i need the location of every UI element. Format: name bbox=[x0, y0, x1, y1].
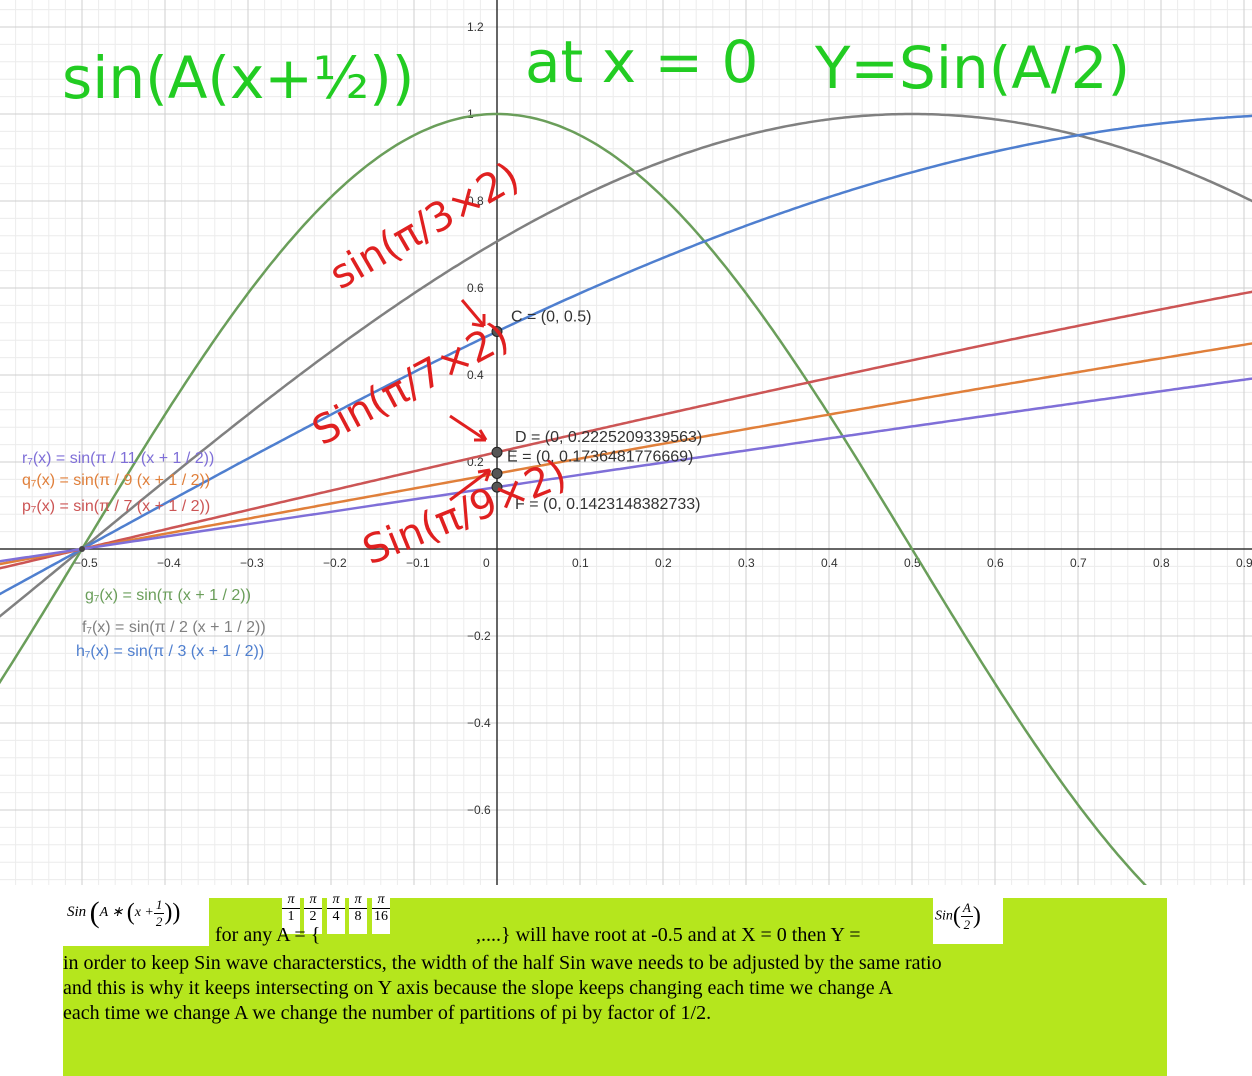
series-curve bbox=[0, 112, 1147, 885]
x-tick-label: 0.3 bbox=[738, 556, 755, 570]
note-line-4: each time we change A we change the numb… bbox=[63, 1002, 712, 1024]
point-label: E = (0, 0.1736481776669) bbox=[507, 448, 693, 465]
y-tick-label: −0.2 bbox=[467, 629, 491, 643]
x-tick-label: −0.1 bbox=[406, 556, 430, 570]
pi-denominator: 4 bbox=[332, 909, 340, 924]
explanation-note: Sin (A ∗ (x +1 2)) π 1 π 2 π 4 π 8 π 16 for any A … bbox=[63, 892, 1167, 1076]
series-curve bbox=[0, 290, 1252, 570]
minor-grid bbox=[0, 0, 1252, 885]
points: C = (0, 0.5) D = (0, 0.2225209339563) E = … bbox=[491, 309, 702, 513]
point-marker bbox=[491, 326, 503, 337]
tick-labels: −0.5 −0.4 −0.3 −0.2 −0.1 0 0.1 0.2 0.3 0.4 0.5 0.6 0… bbox=[74, 20, 1252, 817]
hand-title-right: Y=Sin(A/2) bbox=[814, 34, 1130, 102]
result-den: 2 bbox=[963, 917, 971, 932]
formula-sin-a: Sin (A ∗ (x +1 2)) bbox=[63, 892, 209, 946]
function-labels: g₇(x) = sin(π (x + 1 / 2)) f₇(x) = sin(π … bbox=[22, 450, 266, 660]
y-tick-label: −0.4 bbox=[467, 716, 491, 730]
arrow-to-e bbox=[449, 468, 492, 502]
formula-sin-label: Sin bbox=[67, 904, 87, 921]
hand-red-note-2: Sin(π/7×2) bbox=[305, 313, 516, 455]
series-label: h₇(x) = sin(π / 3 (x + 1 / 2)) bbox=[76, 643, 264, 660]
arrow-to-d bbox=[449, 414, 488, 442]
series-curve bbox=[0, 377, 1252, 563]
formula-result: Sin(A 2) bbox=[933, 898, 1003, 944]
hand-title-left: sin(A(x+½)) bbox=[62, 44, 414, 112]
x-tick-label: 0.4 bbox=[821, 556, 838, 570]
series-label: f₇(x) = sin(π / 2 (x + 1 / 2)) bbox=[82, 619, 266, 636]
result-num: A bbox=[960, 900, 973, 917]
formula-a: A ∗ bbox=[99, 905, 124, 921]
point-label: D = (0, 0.2225209339563) bbox=[515, 429, 702, 446]
pi-denominator: 16 bbox=[374, 909, 388, 924]
x-tick-label: 0 bbox=[483, 556, 490, 570]
x-tick-label: −0.3 bbox=[240, 556, 264, 570]
series-label: g₇(x) = sin(π (x + 1 / 2)) bbox=[85, 587, 251, 604]
y-tick-label: −0.6 bbox=[467, 803, 491, 817]
x-tick-label: 0.6 bbox=[987, 556, 1004, 570]
pi-numerator: π bbox=[349, 892, 367, 909]
note-line-1a: for any A = { bbox=[215, 924, 321, 946]
x-tick-label: 0.5 bbox=[904, 556, 921, 570]
note-line-2: in order to keep Sin wave characterstics… bbox=[63, 952, 942, 974]
y-tick-label: 0.8 bbox=[467, 194, 484, 208]
curves bbox=[0, 112, 1252, 885]
result-sin-label: Sin bbox=[935, 908, 953, 924]
formula-x: x + bbox=[134, 905, 154, 921]
margin-right bbox=[1167, 885, 1252, 1076]
x-tick-label: −0.4 bbox=[157, 556, 181, 570]
note-line-3: and this is why it keeps intersecting on… bbox=[63, 977, 893, 999]
red-arrows bbox=[449, 299, 492, 502]
pi-numerator: π bbox=[282, 892, 300, 909]
pi-numerator: π bbox=[327, 892, 345, 909]
y-tick-label: 1 bbox=[467, 107, 474, 121]
x-tick-label: 0.7 bbox=[1070, 556, 1087, 570]
formula-half-num: 1 bbox=[153, 896, 165, 914]
x-tick-label: −0.5 bbox=[74, 556, 98, 570]
y-tick-label: 1.2 bbox=[467, 20, 484, 34]
axes bbox=[0, 0, 1252, 885]
pi-fraction: π 16 bbox=[372, 892, 390, 934]
x-tick-label: 0.8 bbox=[1153, 556, 1170, 570]
point-label: C = (0, 0.5) bbox=[511, 309, 591, 326]
point-marker bbox=[491, 467, 503, 479]
point-label: F = (0, 0.1423148382733) bbox=[515, 496, 700, 513]
common-root-marker bbox=[79, 546, 85, 552]
series-label: p₇(x) = sin(π / 7 (x + 1 / 2)) bbox=[22, 498, 210, 515]
y-tick-label: 0.4 bbox=[467, 368, 484, 382]
point-marker bbox=[491, 481, 503, 493]
function-plot: −0.5 −0.4 −0.3 −0.2 −0.1 0 0.1 0.2 0.3 0.4 0.5 0.6 0… bbox=[0, 0, 1252, 885]
y-tick-label: 0.6 bbox=[467, 281, 484, 295]
pi-denominator: 8 bbox=[354, 909, 362, 924]
hand-title-mid: at x = 0 bbox=[525, 28, 758, 96]
x-tick-label: 0.9 bbox=[1236, 556, 1252, 570]
point-marker bbox=[491, 446, 503, 458]
x-tick-label: 0.1 bbox=[572, 556, 589, 570]
x-tick-label: 0.2 bbox=[655, 556, 672, 570]
note-line-1b: ,....} will have root at -0.5 and at X =… bbox=[476, 924, 861, 946]
formula-half-den: 2 bbox=[155, 913, 163, 929]
series-curve bbox=[0, 342, 1252, 566]
series-curve bbox=[0, 114, 1252, 596]
series-curve bbox=[0, 112, 1252, 618]
arrow-to-c bbox=[460, 299, 486, 328]
x-tick-label: −0.2 bbox=[323, 556, 347, 570]
series-label: q₇(x) = sin(π / 9 (x + 1 / 2)) bbox=[22, 472, 210, 489]
pi-denominator: 1 bbox=[287, 909, 295, 924]
pi-numerator: π bbox=[304, 892, 322, 909]
pi-numerator: π bbox=[372, 892, 390, 909]
pi-denominator: 2 bbox=[309, 909, 317, 924]
series-label: r₇(x) = sin(π / 11 (x + 1 / 2)) bbox=[22, 450, 214, 467]
